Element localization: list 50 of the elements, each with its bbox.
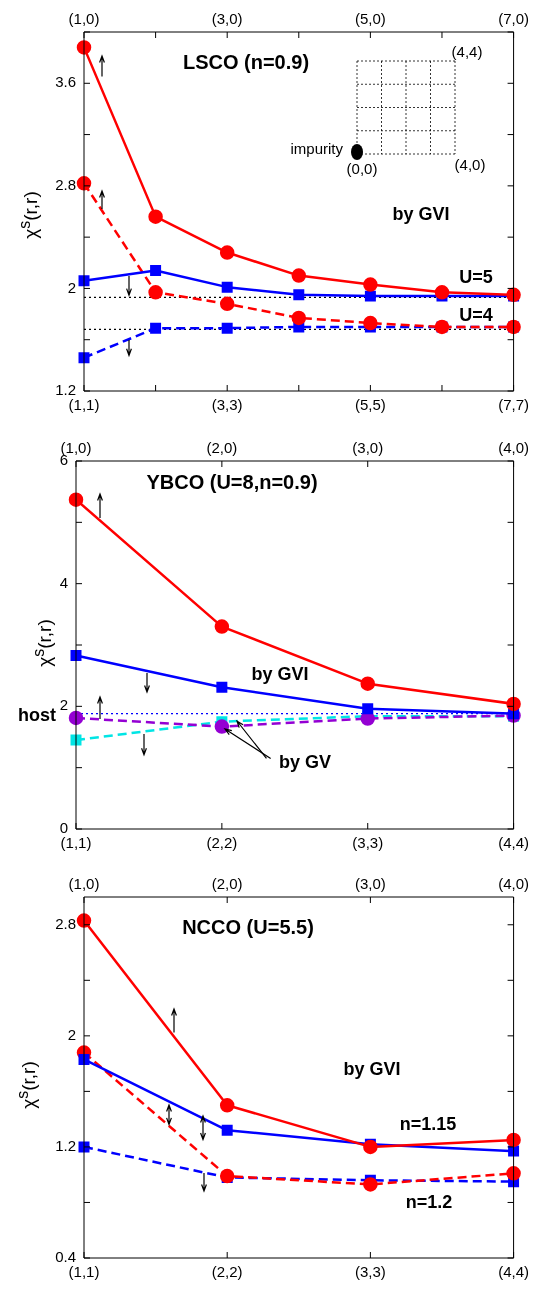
x-tick-label: (7,7): [498, 396, 529, 414]
text: (3,0): [354, 874, 386, 892]
x-tick-label: (1,1): [68, 396, 100, 414]
annotation: U=5: [459, 266, 493, 287]
x-tick-label: (4,4): [498, 1263, 529, 1281]
x-tick-label: (5,5): [354, 396, 386, 414]
text: (1,0): [68, 9, 100, 27]
x-tick-label: (4,4): [498, 834, 529, 852]
text: (4,0): [498, 438, 529, 456]
x-tick-label: (3,3): [354, 1263, 386, 1281]
text: NCCO (U=5.5): [182, 915, 314, 938]
annotation: (0,0): [346, 160, 378, 178]
x-tick-label: (1,1): [68, 1263, 100, 1281]
text: YBCO (U=8,n=0.9): [146, 470, 318, 493]
y-tick-label: 2: [67, 278, 76, 296]
annotation: U=4: [459, 304, 493, 325]
annotation: n=1.2: [405, 1191, 453, 1212]
text: (2,0): [206, 438, 238, 456]
x-tick-label: (3,3): [211, 396, 243, 414]
annotation: by GV: [278, 751, 332, 772]
y-tick-label: 2: [59, 696, 68, 714]
y-tick-label: 2.8: [55, 176, 76, 193]
x-tick-label: (2,2): [211, 1263, 243, 1281]
text: (4,0): [498, 874, 529, 892]
y-tick-label: 2: [67, 1025, 76, 1043]
annotation: (4,4): [451, 43, 483, 61]
y-tick-label: 2.8: [55, 914, 76, 932]
x-tick-label: (3,3): [352, 834, 384, 852]
y-tick-label: 4: [59, 573, 68, 591]
text: (5,0): [354, 9, 386, 27]
text: (3,0): [211, 9, 243, 27]
annotation: by GVI: [392, 203, 450, 224]
x-tick-label: (1,1): [60, 834, 92, 852]
annotation: (4,0): [454, 156, 486, 174]
ref-line-label: host: [18, 704, 56, 725]
annotation: by GVI: [251, 663, 309, 684]
y-tick-label: 1.2: [55, 1137, 76, 1155]
text: (2,0): [211, 874, 243, 892]
y-tick-label: 0.4: [55, 1248, 76, 1266]
annotation: n=1.15: [399, 1113, 457, 1134]
text: (7,0): [498, 9, 529, 27]
text: (1,0): [68, 874, 100, 892]
x-tick-label: (2,2): [206, 834, 238, 852]
y-tick-label: 1.2: [55, 381, 76, 399]
text: (3,0): [352, 438, 384, 456]
annotation: by GVI: [343, 1058, 401, 1079]
text: LSCO (n=0.9): [182, 50, 310, 73]
y-tick-label: 0: [59, 819, 68, 837]
annotation: impurity: [290, 140, 344, 158]
y-tick-label: 3.6: [55, 73, 76, 91]
